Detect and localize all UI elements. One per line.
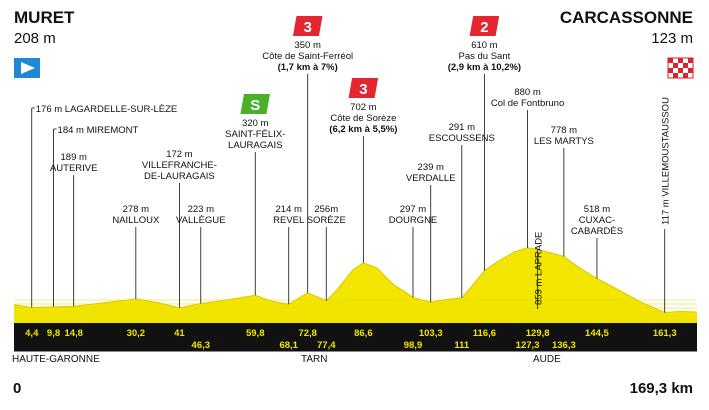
waypoint-label-line: 518 m [584, 204, 610, 215]
km-mark-top: 86,6 [354, 328, 373, 339]
waypoint-label-line: VILLEFRANCHE- [142, 160, 217, 171]
waypoint-label-line: ESCOUSSENS [429, 133, 495, 144]
waypoint-label-line: Côte de Sorèze [330, 113, 396, 124]
waypoint-label-line: VALLÈGUE [176, 215, 225, 226]
waypoint-label-line: 610 m [471, 40, 497, 51]
km-mark-top: 144,5 [585, 328, 609, 339]
waypoint-label-line: CABARDÈS [571, 226, 623, 237]
km-mark-top: 14,8 [64, 328, 83, 339]
waypoint-label-line: 291 m [449, 122, 475, 133]
waypoint-label-vertical: 117 m VILLEMOUSTAUSSOU [661, 97, 672, 225]
region-tarn: TARN [301, 354, 328, 365]
km-mark-bottom: 98,9 [404, 340, 423, 351]
distance-total: 169,3 km [629, 380, 693, 397]
waypoint-label-line: LAURAGAIS [228, 140, 282, 151]
finish-town: CARCASSONNE [559, 8, 693, 27]
km-mark-bottom: 136,3 [552, 340, 576, 351]
svg-text:3: 3 [304, 19, 312, 36]
waypoint-label-line: LES MARTYS [534, 136, 594, 147]
km-mark-top: 161,3 [653, 328, 677, 339]
svg-text:S: S [250, 97, 260, 114]
km-mark-bottom: 127,3 [516, 340, 540, 351]
waypoint-label-line: 256m [314, 204, 338, 215]
waypoint-label-line: 778 m [551, 125, 577, 136]
start-altitude: 208 m [14, 30, 56, 47]
km-mark-top: 59,8 [246, 328, 265, 339]
region-haute-garonne: HAUTE-GARONNE [12, 354, 100, 365]
waypoint-label-line: 239 m [418, 162, 444, 173]
climb-category-icon: 3 [348, 78, 379, 98]
waypoint-label-line: SAINT-FÉLIX- [225, 129, 285, 140]
km-mark-top: 9,8 [47, 328, 60, 339]
waypoint-label-line: (1,7 km à 7%) [278, 62, 338, 73]
waypoint-label-line: CUXAC- [579, 215, 615, 226]
waypoint-label-line: 223 m [188, 204, 214, 215]
distance-bar [14, 323, 697, 351]
climb-category-icon: 2 [469, 16, 500, 36]
waypoint-label-line: (2,9 km à 10,2%) [448, 62, 521, 73]
waypoint-label-line: 214 m [276, 204, 302, 215]
waypoint-label-line: AUTERIVE [50, 163, 98, 174]
waypoint-label-line: 320 m [242, 118, 268, 129]
waypoint-label-line: NAILLOUX [112, 215, 160, 226]
profile-outline [13, 247, 698, 314]
km-mark-top: 103,3 [419, 328, 443, 339]
waypoint-label-line: DOURGNE [389, 215, 438, 226]
start-town: MURET [14, 8, 75, 27]
waypoint-label-line: VERDALLE [406, 173, 456, 184]
km-mark-bottom: 46,3 [192, 340, 211, 351]
waypoint-label-line: 350 m [294, 40, 320, 51]
km-mark-top: 72,8 [298, 328, 317, 339]
waypoint-label-line: Côte de Saint-Ferréol [262, 51, 353, 62]
waypoint-label-line: (6,2 km à 5,5%) [329, 124, 397, 135]
waypoint-label-line: Pas du Sant [459, 51, 511, 62]
waypoint-label-line: 184 m MIREMONT [58, 125, 139, 136]
waypoint-label-line: SORÈZE [307, 215, 346, 226]
waypoint-label-line: Col de Fontbruno [491, 98, 564, 109]
waypoint-label-line: 172 m [166, 149, 192, 160]
profile-area [14, 247, 697, 323]
km-mark-top: 129,8 [526, 328, 550, 339]
km-mark-bottom: 68,1 [279, 340, 298, 351]
region-aude: AUDE [533, 354, 561, 365]
waypoint-label-line: 297 m [400, 204, 426, 215]
distance-start: 0 [13, 380, 22, 397]
km-mark-bottom: 111 [454, 340, 470, 351]
km-mark-top: 116,6 [473, 328, 496, 339]
waypoint-label-line: 702 m [350, 102, 376, 113]
waypoint-label-line: REVEL [273, 215, 304, 226]
checkered-finish-flag-icon [667, 57, 694, 79]
climb-category-icon: 3 [292, 16, 323, 36]
km-mark-bottom: 77,4 [317, 340, 336, 351]
svg-text:2: 2 [480, 19, 488, 36]
waypoint-label-line: 880 m [514, 87, 540, 98]
waypoint-label-vertical: 859 m LAPRADE [534, 232, 545, 305]
waypoint-label-line: DE-LAURAGAIS [144, 171, 215, 182]
svg-text:3: 3 [359, 81, 367, 98]
km-mark-top: 41 [174, 328, 185, 339]
finish-altitude: 123 m [651, 30, 693, 47]
waypoint-label-line: 278 m [123, 204, 149, 215]
km-mark-top: 30,2 [127, 328, 146, 339]
km-mark-top: 4,4 [25, 328, 39, 339]
blue-start-flag-icon [14, 58, 40, 78]
waypoint-label-line: 176 m LAGARDELLE-SUR-LÈZE [36, 104, 178, 115]
intermediate-sprint-icon: S [240, 94, 270, 114]
waypoint-label-line: 189 m [61, 152, 87, 163]
